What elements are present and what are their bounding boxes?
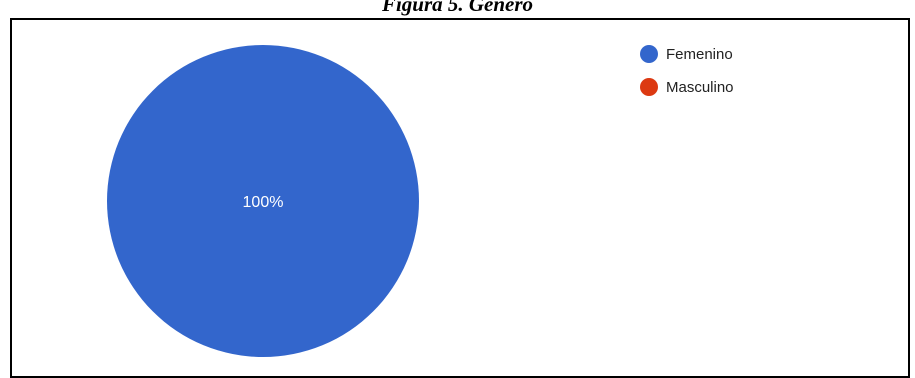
pie-data-label-femenino: 100% xyxy=(243,194,284,211)
pie-chart: 100% xyxy=(107,45,419,357)
pie-slices xyxy=(107,45,419,357)
legend-item-masculino[interactable]: Masculino xyxy=(640,75,734,99)
pie-labels: 100% xyxy=(243,194,284,211)
legend-item-femenino[interactable]: Femenino xyxy=(640,42,734,66)
legend-swatch-femenino xyxy=(640,45,658,63)
pie-slice-femenino[interactable] xyxy=(107,45,419,357)
figure-caption: Figura 5. Género xyxy=(381,0,534,16)
legend-label-masculino: Masculino xyxy=(666,78,734,96)
chart-legend: Femenino Masculino xyxy=(640,42,734,108)
legend-swatch-masculino xyxy=(640,78,658,96)
legend-label-femenino: Femenino xyxy=(666,45,733,63)
